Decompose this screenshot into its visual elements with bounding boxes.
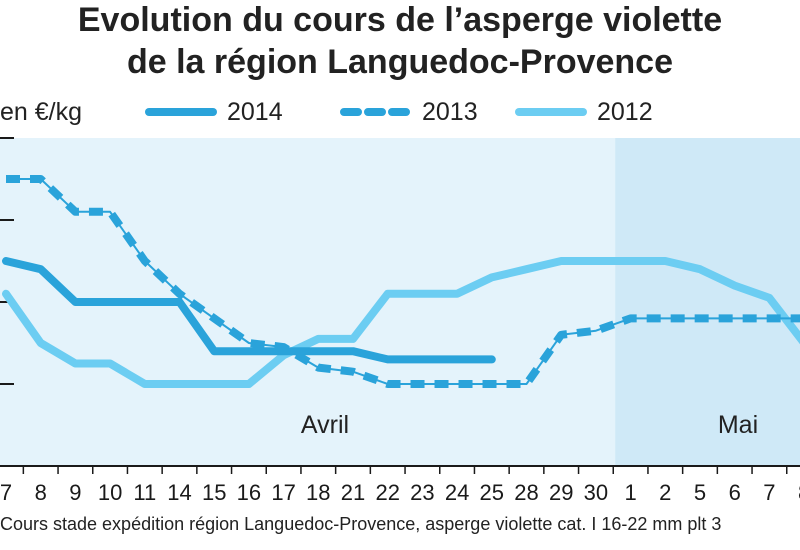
chart-footnote: Cours stade expédition région Languedoc-…	[0, 514, 722, 534]
x-tick-label: 7	[0, 480, 12, 505]
series-line-2012	[2, 257, 800, 388]
legend-swatch-2012	[515, 108, 587, 116]
x-tick-label: 18	[306, 480, 330, 505]
x-tick-label: 25	[480, 480, 504, 505]
x-tick-label: 23	[410, 480, 434, 505]
chart-title-line-1: Evolution du cours de l’asperge violette	[77, 1, 723, 39]
month-label-mai: Mai	[718, 411, 758, 439]
x-tick-label: 17	[271, 480, 295, 505]
x-tick-label: 15	[202, 480, 226, 505]
x-tick-label: 21	[341, 480, 365, 505]
x-tick-label: 29	[549, 480, 573, 505]
series-line-2014	[2, 257, 496, 364]
x-tick-label: 14	[167, 480, 191, 505]
x-tick-label: 7	[763, 480, 775, 505]
legend-item-2014: 2014	[145, 96, 283, 128]
legend-swatch-2013	[340, 108, 412, 116]
x-tick-label: 16	[237, 480, 261, 505]
x-tick-label: 8	[798, 480, 800, 505]
legend-item-2012: 2012	[515, 96, 653, 128]
x-tick-label: 28	[514, 480, 538, 505]
x-tick-label: 30	[584, 480, 608, 505]
x-tick-label: 6	[729, 480, 741, 505]
x-tick-label: 24	[445, 480, 469, 505]
legend-item-2013: 2013	[340, 96, 478, 128]
x-tick-label: 11	[133, 480, 156, 505]
x-tick-label: 2	[659, 480, 671, 505]
legend-swatch-2014	[145, 108, 217, 116]
x-tick-label: 9	[69, 480, 81, 505]
x-tick-label: 5	[694, 480, 706, 505]
x-tick-label: 8	[35, 480, 47, 505]
legend-label-2012: 2012	[597, 97, 653, 126]
month-label-avril: Avril	[301, 411, 349, 439]
series-line-2013-thin	[6, 178, 800, 385]
y-axis-unit-label: en €/kg	[0, 98, 83, 126]
chart-title-line-2: de la région Languedoc-Provence	[126, 43, 673, 81]
x-tick-label: 1	[624, 480, 636, 505]
legend-label-2014: 2014	[227, 97, 283, 126]
x-tick-label: 10	[98, 480, 122, 505]
x-tick-label: 22	[375, 480, 399, 505]
legend-label-2013: 2013	[422, 97, 478, 126]
